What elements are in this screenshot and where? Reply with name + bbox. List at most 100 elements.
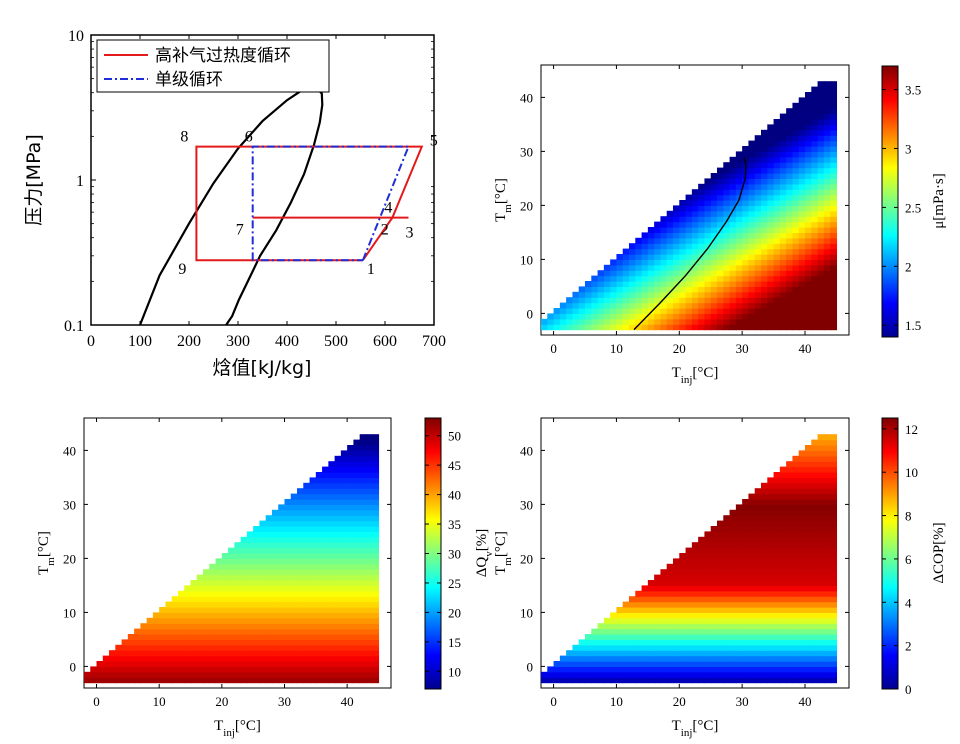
heat-cell: [629, 275, 636, 282]
heat-cell: [811, 450, 819, 457]
heat-cell: [691, 308, 699, 314]
heat-cell: [240, 634, 248, 640]
heat-cell: [259, 671, 267, 678]
heat-cell: [704, 671, 712, 678]
heat-cell: [234, 644, 242, 651]
heat-cell: [786, 607, 794, 613]
heat-cell: [717, 531, 724, 538]
heat-cell: [290, 639, 298, 646]
y-tick-label: 40: [520, 443, 533, 458]
heat-cell: [748, 248, 756, 255]
heat-cell: [578, 655, 586, 662]
heat-cell: [710, 210, 718, 217]
heat-cell: [265, 563, 273, 570]
heat-cell: [773, 254, 781, 260]
heat-cell: [742, 650, 750, 657]
heat-cell: [359, 536, 367, 543]
heat-cell: [805, 574, 812, 581]
heat-cell: [717, 628, 724, 635]
heat-cell: [691, 200, 699, 206]
heat-cell: [215, 574, 223, 581]
y-tick-label: 30: [520, 497, 533, 512]
heat-cell: [265, 585, 273, 592]
heat-cell: [830, 178, 838, 185]
heat-cell: [798, 254, 806, 260]
heat-cell: [698, 313, 706, 320]
heat-cell: [830, 243, 838, 250]
heat-cell: [685, 617, 693, 624]
heat-cell: [290, 499, 298, 505]
heat-cell: [284, 547, 292, 554]
heat-cell: [647, 281, 655, 287]
heat-cell: [190, 617, 198, 624]
heat-cell: [805, 108, 812, 115]
heat-cell: [811, 210, 819, 217]
heat-cell: [823, 466, 831, 473]
heat-cell: [297, 585, 304, 592]
heat-cell: [115, 661, 123, 667]
heat-cell: [754, 520, 762, 527]
heat-cell: [792, 634, 800, 640]
heat-cell: [591, 655, 599, 662]
heat-cell: [773, 178, 781, 185]
heat-cell: [96, 677, 104, 684]
heat-cell: [673, 677, 680, 684]
heat-cell: [290, 661, 298, 667]
heat-cell: [748, 313, 756, 320]
heat-cell: [372, 439, 380, 446]
heat-cell: [830, 259, 838, 266]
heat-cell: [246, 623, 254, 630]
heat-cell: [278, 601, 286, 608]
heat-cell: [685, 248, 693, 255]
heat-cell: [792, 124, 800, 131]
heat-cell: [322, 671, 329, 678]
heat-cell: [84, 671, 91, 678]
heat-cell: [265, 542, 273, 549]
heat-cell: [723, 585, 731, 592]
heat-cell: [315, 574, 323, 581]
heat-cell: [365, 563, 373, 570]
heat-cell: [246, 574, 254, 581]
heat-cell: [660, 617, 668, 624]
heat-cell: [729, 526, 737, 532]
heat-cell: [203, 650, 210, 657]
heat-cell: [284, 596, 292, 603]
heat-cell: [710, 612, 718, 619]
heat-cell: [748, 302, 756, 309]
heat-cell: [735, 173, 743, 179]
heat-cell: [196, 617, 204, 624]
heat-cell: [597, 623, 605, 630]
heat-cell: [685, 216, 693, 223]
hm2-x-ticks: 0 10 20 30 40: [93, 418, 354, 709]
heat-cell: [359, 661, 367, 667]
heat-cell: [698, 308, 706, 314]
heat-cell: [297, 547, 304, 554]
heat-cell: [265, 671, 273, 678]
heat-cell: [792, 531, 800, 538]
heat-cell: [710, 650, 718, 657]
heat-cell: [629, 286, 636, 293]
heat-cell: [259, 574, 267, 581]
heat-cell: [673, 661, 680, 667]
heat-cell: [359, 666, 367, 673]
heat-cell: [691, 227, 699, 233]
heat-cell: [159, 607, 167, 613]
heat-cell: [635, 644, 643, 651]
heat-cell: [96, 661, 104, 667]
heat-cell: [146, 677, 154, 684]
heat-cell: [767, 227, 775, 233]
heat-cell: [830, 547, 838, 554]
heat-cell: [830, 655, 838, 662]
heat-cell: [334, 461, 342, 468]
heat-cell: [792, 194, 800, 201]
heat-cell: [823, 644, 831, 651]
heat-cell: [754, 243, 762, 250]
heat-cell: [823, 173, 831, 179]
heat-cell: [647, 264, 655, 271]
heat-cell: [792, 270, 800, 277]
heat-cell: [353, 677, 361, 684]
heat-cell: [246, 585, 254, 592]
heat-cell: [704, 542, 712, 549]
heat-cell: [134, 628, 141, 635]
heat-cell: [723, 313, 731, 320]
